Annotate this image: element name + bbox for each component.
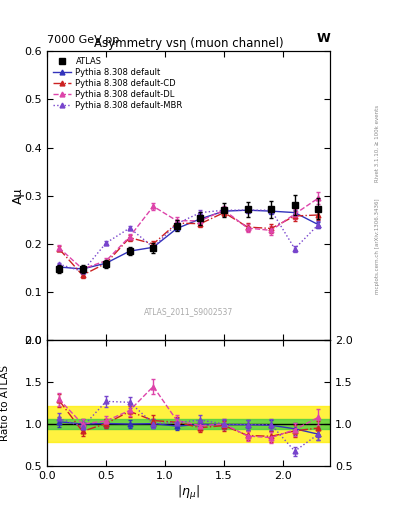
Text: W: W [316, 32, 330, 46]
Y-axis label: Aμ: Aμ [11, 187, 24, 204]
Legend: ATLAS, Pythia 8.308 default, Pythia 8.308 default-CD, Pythia 8.308 default-DL, P: ATLAS, Pythia 8.308 default, Pythia 8.30… [51, 55, 184, 112]
Text: 7000 GeV pp: 7000 GeV pp [47, 35, 119, 46]
Text: mcplots.cern.ch [arXiv:1306.3436]: mcplots.cern.ch [arXiv:1306.3436] [375, 198, 380, 293]
Y-axis label: Ratio to ATLAS: Ratio to ATLAS [0, 365, 10, 441]
Title: Asymmetry vsη (muon channel): Asymmetry vsη (muon channel) [94, 37, 283, 50]
Text: Rivet 3.1.10, ≥ 100k events: Rivet 3.1.10, ≥ 100k events [375, 105, 380, 182]
Text: ATLAS_2011_S9002537: ATLAS_2011_S9002537 [144, 307, 233, 316]
X-axis label: $|\eta_\mu|$: $|\eta_\mu|$ [177, 483, 200, 502]
